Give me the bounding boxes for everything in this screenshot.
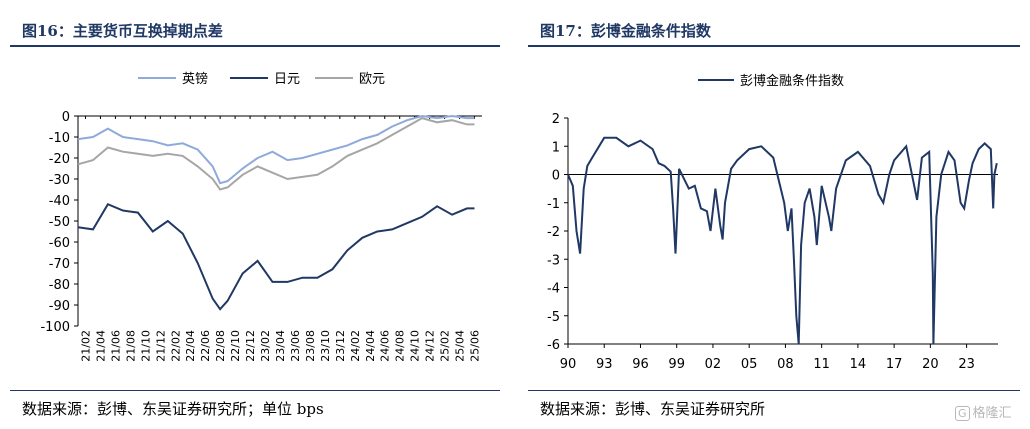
x-tick-label: 21/06 — [109, 330, 122, 362]
y-tick-label: -60 — [49, 236, 70, 251]
y-tick-label: 0 — [62, 110, 70, 125]
x-tick-label: 24/04 — [364, 330, 377, 362]
series-line-2 — [77, 202, 475, 311]
x-tick-label: 05 — [741, 357, 758, 372]
legend-label-1: 英镑 — [182, 71, 208, 87]
x-tick-label: 23/10 — [319, 330, 332, 362]
x-tick-label: 21/12 — [154, 330, 167, 362]
series-line-3 — [77, 117, 475, 191]
y-tick-label: -6 — [547, 338, 560, 353]
x-tick-label: 20 — [922, 357, 939, 372]
y-tick-label: -70 — [49, 257, 70, 272]
x-tick-label: 02 — [705, 357, 722, 372]
x-tick-label: 90 — [560, 357, 577, 372]
x-tick-label: 25/02 — [439, 330, 452, 362]
legend-label-1: 彭博金融条件指数 — [740, 73, 844, 89]
x-tick-label: 22/10 — [229, 330, 242, 362]
legend-label-3: 欧元 — [359, 72, 385, 87]
y-tick-label: -100 — [40, 320, 70, 335]
y-tick-label: -20 — [49, 152, 70, 167]
x-tick-label: 23 — [958, 357, 975, 372]
y-tick-label: 1 — [552, 140, 560, 155]
x-tick-label: 25/04 — [454, 330, 467, 362]
y-tick-label: -1 — [547, 197, 560, 212]
y-tick-label: -30 — [49, 173, 70, 188]
x-tick-label: 24/02 — [349, 330, 362, 362]
x-tick-label: 96 — [632, 357, 649, 372]
title-rule-right — [528, 45, 1020, 47]
y-tick-label: 0 — [552, 169, 560, 184]
bloomberg-fci-chart: 2 1 0 -1 -2 -3 -4 -5 -690 93 96 99 02 05 08 11 14 17 20 23 彭… — [547, 73, 998, 372]
chart-source-left: 数据来源：彭博、东吴证券研究所；单位 bps — [22, 400, 324, 418]
watermark-logo: G 格隆汇 — [955, 402, 1012, 421]
series-line-1 — [567, 136, 998, 345]
x-tick-label: 22/02 — [169, 330, 182, 362]
x-tick-label: 21/04 — [94, 330, 107, 362]
chart-title-financial-conditions: 图17：彭博金融条件指数 — [540, 22, 711, 40]
y-tick-label: -40 — [49, 194, 70, 209]
y-tick-label: -50 — [49, 215, 70, 230]
x-tick-label: 25/06 — [469, 330, 482, 362]
x-tick-label: 24/10 — [409, 330, 422, 362]
x-tick-label: 99 — [668, 357, 685, 372]
y-tick-label: -10 — [49, 131, 70, 146]
y-tick-label: -4 — [547, 282, 560, 297]
x-tick-label: 23/08 — [304, 330, 317, 362]
source-rule-left — [10, 390, 500, 391]
chart-title-fx-swap: 图16：主要货币互换掉期点差 — [22, 22, 223, 40]
watermark-text: 格隆汇 — [972, 406, 1012, 421]
y-tick-label: -3 — [547, 253, 560, 268]
x-tick-label: 23/02 — [259, 330, 272, 362]
x-tick-label: 24/06 — [379, 330, 392, 362]
y-tick-label: -80 — [49, 278, 70, 293]
x-tick-label: 11 — [813, 357, 830, 372]
x-tick-label: 22/12 — [244, 330, 257, 362]
y-tick-label: 2 — [552, 112, 560, 127]
watermark-g-icon: G — [955, 406, 970, 421]
y-tick-label: -5 — [547, 310, 560, 325]
x-tick-label: 22/08 — [214, 330, 227, 362]
title-rule-left — [10, 45, 500, 47]
x-tick-label: 21/08 — [124, 330, 137, 362]
x-tick-label: 24/08 — [394, 330, 407, 362]
x-tick-label: 21/02 — [79, 330, 92, 362]
x-tick-label: 21/10 — [139, 330, 152, 362]
chart-source-right: 数据来源：彭博、东吴证券研究所 — [540, 400, 766, 418]
x-tick-label: 23/04 — [274, 330, 287, 362]
legend-label-2: 日元 — [274, 72, 300, 87]
x-tick-label: 23/06 — [289, 330, 302, 362]
y-tick-label: -90 — [49, 299, 70, 314]
x-tick-label: 24/12 — [424, 330, 437, 362]
source-rule-right — [528, 390, 1020, 391]
x-tick-label: 23/12 — [334, 330, 347, 362]
x-tick-label: 14 — [850, 357, 867, 372]
x-tick-label: 17 — [886, 357, 903, 372]
x-tick-label: 22/06 — [199, 330, 212, 362]
x-tick-label: 93 — [596, 357, 613, 372]
series-line-1 — [77, 114, 475, 185]
x-tick-label: 22/04 — [184, 330, 197, 362]
x-tick-label: 08 — [777, 357, 794, 372]
y-tick-label: -2 — [547, 225, 560, 240]
